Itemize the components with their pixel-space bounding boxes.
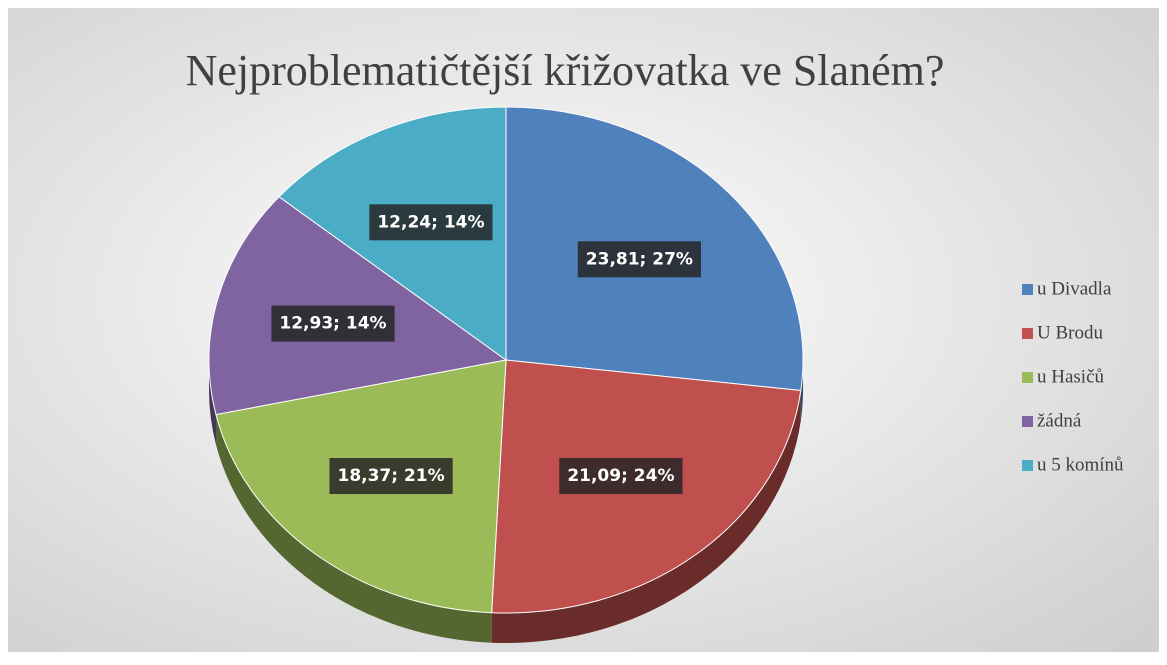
pie-slice-side — [491, 390, 801, 643]
legend-swatch — [1022, 416, 1033, 427]
legend-label: u 5 komínů — [1037, 454, 1124, 475]
data-label-box — [577, 241, 701, 278]
legend-swatch — [1022, 284, 1033, 295]
data-label-box — [329, 458, 453, 495]
legend-label: u Divadla — [1037, 278, 1112, 299]
data-label-box — [559, 458, 683, 495]
legend-label: u Hasičů — [1037, 366, 1105, 387]
pie-slice-side — [800, 360, 803, 421]
data-label-group: 23,81; 27% — [577, 241, 701, 278]
chart-title: Nejproblematičtější křižovatka ve Slaném… — [186, 46, 945, 95]
data-label-box — [369, 204, 493, 241]
legend-swatch — [1022, 460, 1033, 471]
data-label-group: 12,93; 14% — [271, 305, 395, 342]
pie-slice-side — [209, 360, 216, 445]
data-label-group: 21,09; 24% — [559, 458, 683, 495]
legend-swatch — [1022, 328, 1033, 339]
data-label-group: 12,24; 14% — [369, 204, 493, 241]
data-label: 21,09; 24% — [567, 466, 674, 486]
pie-slice-side — [215, 414, 492, 643]
legend-swatch — [1022, 372, 1033, 383]
data-label: 12,24; 14% — [377, 212, 484, 232]
data-label: 12,93; 14% — [279, 314, 386, 334]
data-label: 18,37; 21% — [337, 466, 444, 486]
legend-label: žádná — [1037, 410, 1082, 431]
data-label-box — [271, 305, 395, 342]
data-label: 23,81; 27% — [586, 249, 693, 269]
data-label-group: 18,37; 21% — [329, 458, 453, 495]
legend-label: U Brodu — [1037, 322, 1103, 343]
